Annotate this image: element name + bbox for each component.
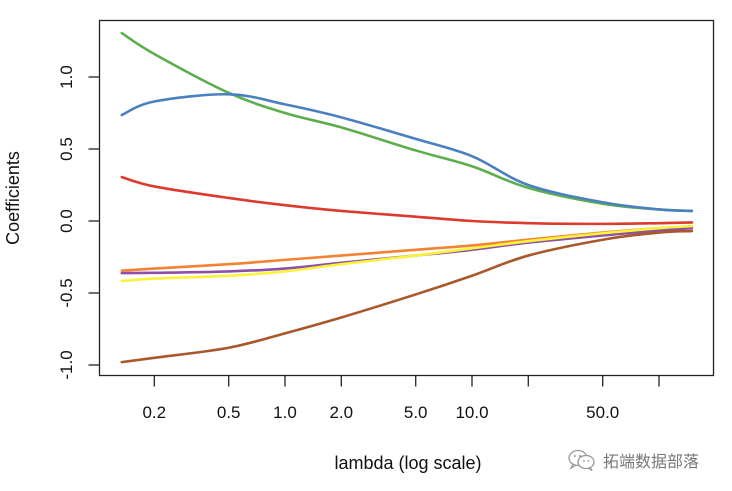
plot-frame: [98, 19, 715, 377]
x-tick-label: 1.0: [273, 403, 297, 422]
series-line-red: [120, 175, 694, 226]
x-tick-label: 10.0: [455, 403, 488, 422]
y-tick-label: 0.5: [57, 137, 76, 161]
series-line-brown: [120, 229, 694, 364]
x-tick-label: 5.0: [404, 403, 428, 422]
x-tick-label: 50.0: [586, 403, 619, 422]
x-axis-title: lambda (log scale): [334, 453, 481, 473]
y-tick-label: -0.5: [57, 278, 76, 307]
y-axis-title: Coefficients: [3, 151, 23, 245]
series-line-yellow: [120, 224, 694, 283]
y-axis: -1.0 -0.5 0.0 0.5 1.0: [57, 65, 100, 380]
series-layer: [120, 31, 694, 364]
watermark: 拓端数据部落: [567, 448, 699, 472]
wechat-icon: [567, 448, 597, 472]
y-tick-label: 0.0: [57, 209, 76, 233]
series-line-green: [120, 31, 694, 213]
watermark-text: 拓端数据部落: [603, 452, 700, 471]
y-tick-label: -1.0: [57, 350, 76, 379]
x-axis: 0.2 0.5 1.0 2.0 5.0 10.0 50.0: [142, 375, 660, 422]
x-tick-label: 2.0: [329, 403, 353, 422]
x-tick-label: 0.5: [217, 403, 241, 422]
x-tick-label: 0.2: [142, 403, 166, 422]
y-tick-label: 1.0: [57, 65, 76, 89]
series-line-blue: [120, 92, 694, 213]
